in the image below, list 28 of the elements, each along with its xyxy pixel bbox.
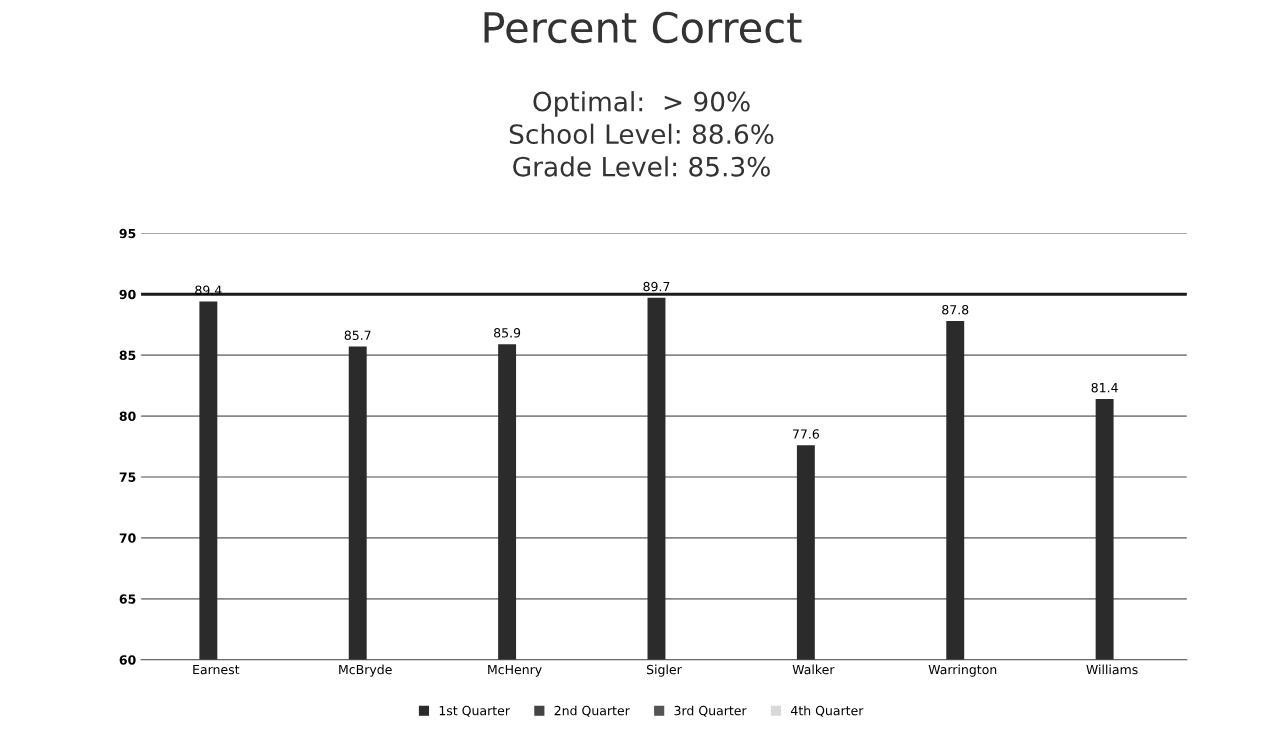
legend-label: 3rd Quarter <box>674 705 747 717</box>
y-tick-label: 70 <box>119 533 136 543</box>
y-tick-label: 90 <box>119 289 136 300</box>
x-tick-label: Sigler <box>646 664 682 677</box>
data-label: 77.6 <box>792 429 819 439</box>
x-tick-label: McBryde <box>339 664 392 677</box>
y-tick-label: 95 <box>119 228 136 239</box>
y-tick-label: 60 <box>119 655 136 665</box>
x-tick-label: Walker <box>792 664 835 675</box>
y-tick-label: 75 <box>119 472 136 482</box>
data-label: 85.7 <box>344 330 371 341</box>
x-tick-label: Earnest <box>193 664 240 675</box>
x-tick-label: Warrington <box>928 664 997 677</box>
legend-label: 2nd Quarter <box>554 705 630 717</box>
legend-label: 4th Quarter <box>790 705 864 717</box>
data-label: 81.4 <box>1091 382 1118 393</box>
data-label: 89.4 <box>195 285 222 295</box>
y-tick-label: 80 <box>119 411 136 421</box>
data-label: 87.8 <box>942 304 969 315</box>
data-label: 85.9 <box>494 328 521 338</box>
y-tick-label: 85 <box>119 350 136 361</box>
x-tick-label: Williams <box>1086 664 1138 675</box>
x-tick-label: McHenry <box>488 664 542 677</box>
legend-label: 1st Quarter <box>439 705 510 717</box>
data-label: 89.7 <box>643 281 670 292</box>
chart-title: Percent Correct <box>484 11 802 44</box>
chart-subtitle: Optimal: > 90% School Level: 88.6% Grade Level: 85.3% <box>509 91 774 177</box>
y-tick-label: 65 <box>119 594 136 604</box>
